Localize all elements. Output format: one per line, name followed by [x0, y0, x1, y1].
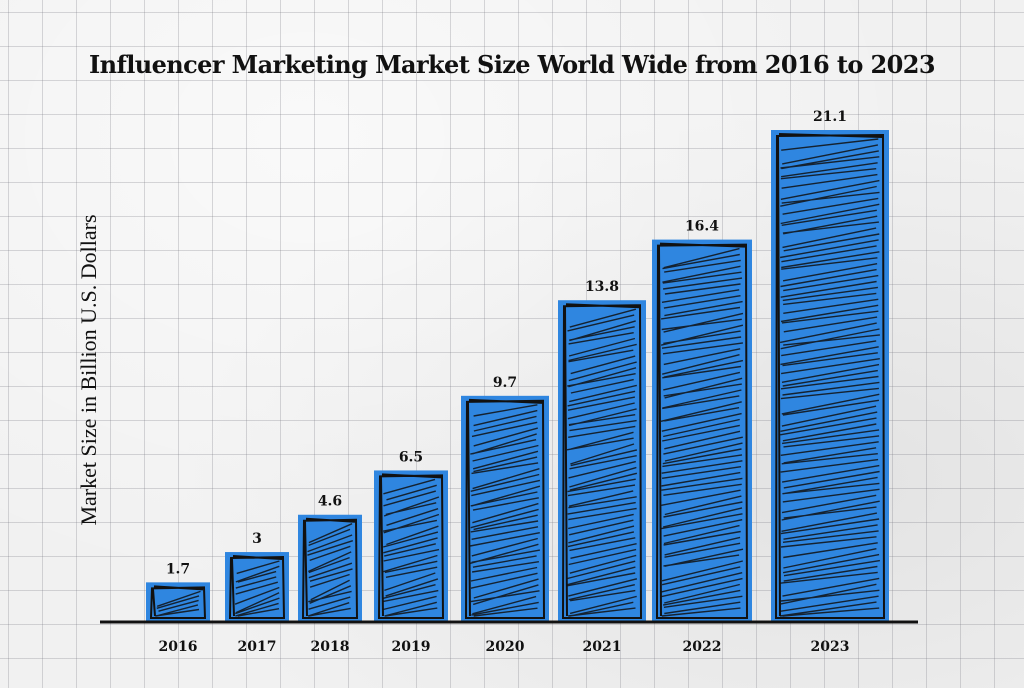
- bar-outline: [377, 473, 445, 619]
- bar-outline: [228, 555, 286, 619]
- x-tick-label-2016: 2016: [159, 639, 198, 655]
- chart-title: Influencer Marketing Market Size World W…: [89, 50, 935, 79]
- bar-scribble: [234, 560, 280, 617]
- bar-2016: 1.7 2016: [146, 561, 210, 655]
- data-label-2017: 3: [252, 531, 262, 547]
- bar-scribble: [469, 404, 541, 617]
- data-label-2016: 1.7: [166, 561, 190, 577]
- y-axis-label: Market Size in Billion U.S. Dollars: [76, 214, 101, 525]
- bar-scribble: [779, 138, 881, 617]
- bar-2021: 13.8 2021: [558, 279, 646, 655]
- bar-scribble: [382, 478, 440, 617]
- bar-scribble: [155, 590, 201, 617]
- x-tick-label-2023: 2023: [811, 639, 850, 655]
- bar-outline: [774, 133, 886, 619]
- bar-outline: [655, 242, 749, 619]
- bar-2019: 6.5 2019: [374, 449, 448, 655]
- bar-scribble: [566, 308, 638, 617]
- x-tick-label-2017: 2017: [238, 639, 277, 655]
- bar-outline: [561, 303, 643, 619]
- bars-group: 1.7 2016 3 2017 4.6 2018 6.5 2019 9.7 2020 13.8 202…: [146, 109, 889, 655]
- bar-scribble: [307, 523, 354, 617]
- data-label-2022: 16.4: [685, 219, 719, 235]
- bar-2017: 3 2017: [225, 531, 289, 655]
- bar-2018: 4.6 2018: [298, 494, 362, 655]
- data-label-2023: 21.1: [813, 109, 847, 125]
- x-tick-label-2022: 2022: [683, 639, 722, 655]
- x-tick-label-2018: 2018: [311, 639, 350, 655]
- x-tick-label-2019: 2019: [392, 639, 431, 655]
- bar-2022: 16.4 2022: [652, 219, 752, 655]
- data-label-2020: 9.7: [493, 375, 517, 391]
- x-tick-label-2021: 2021: [583, 639, 622, 655]
- data-label-2018: 4.6: [318, 494, 342, 510]
- x-tick-label-2020: 2020: [486, 639, 525, 655]
- data-label-2021: 13.8: [585, 279, 619, 295]
- bar-outline: [149, 585, 207, 619]
- bar-2023: 21.1 2023: [771, 109, 889, 655]
- bar-outline: [464, 398, 546, 619]
- bar-scribble: [660, 247, 744, 617]
- bar-2020: 9.7 2020: [461, 375, 549, 655]
- data-label-2019: 6.5: [399, 449, 423, 465]
- bar-outline: [301, 517, 359, 619]
